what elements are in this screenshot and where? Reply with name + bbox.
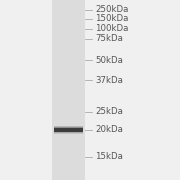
Bar xyxy=(54,133,83,134)
Bar xyxy=(54,129,83,130)
Bar xyxy=(54,126,83,127)
Text: 250kDa: 250kDa xyxy=(95,5,129,14)
Bar xyxy=(54,128,83,132)
Text: 37kDa: 37kDa xyxy=(95,76,123,85)
Bar xyxy=(54,131,83,132)
Text: 75kDa: 75kDa xyxy=(95,34,123,43)
Bar xyxy=(54,127,83,128)
Text: 50kDa: 50kDa xyxy=(95,56,123,65)
Bar xyxy=(54,128,83,129)
Bar xyxy=(54,132,83,133)
Text: 15kDa: 15kDa xyxy=(95,152,123,161)
Text: 20kDa: 20kDa xyxy=(95,125,123,134)
Bar xyxy=(52,0,85,180)
Text: 150kDa: 150kDa xyxy=(95,14,129,23)
Text: 25kDa: 25kDa xyxy=(95,107,123,116)
Text: 100kDa: 100kDa xyxy=(95,24,129,33)
Bar xyxy=(54,130,83,131)
